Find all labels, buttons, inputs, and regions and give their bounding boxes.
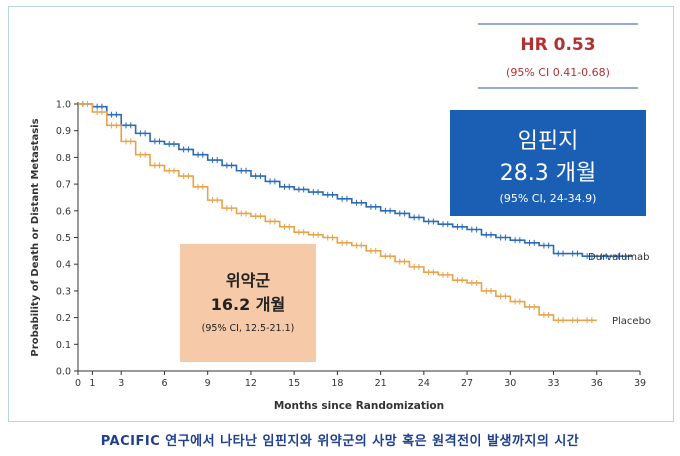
y-tick-label: 0.4 <box>56 260 71 271</box>
x-tick-label: 0 <box>75 378 81 389</box>
durva-series-label: Durvalumab <box>588 252 650 263</box>
placebo-box-title: 위약군 <box>226 271 270 290</box>
durva-box-title: 임핀지 <box>518 129 579 154</box>
x-tick-label: 36 <box>591 378 603 389</box>
x-tick-label: 27 <box>461 378 473 389</box>
x-tick-label: 3 <box>118 378 124 389</box>
placebo-median-box <box>180 244 316 362</box>
x-tick-label: 21 <box>375 378 387 389</box>
x-tick-label: 1 <box>89 378 95 389</box>
figure-caption: PACIFIC 연구에서 나타난 임핀지와 위약군의 사망 혹은 원격전이 발생… <box>100 434 580 449</box>
hr-ci-text: (95% CI 0.41-0.68) <box>506 66 610 79</box>
x-tick-label: 39 <box>634 378 646 389</box>
series-layer <box>78 101 633 324</box>
x-tick-label: 24 <box>418 378 430 389</box>
y-tick-label: 0.7 <box>56 180 71 191</box>
x-tick-label: 15 <box>288 378 300 389</box>
series-line-placebo <box>78 103 597 322</box>
y-tick-label: 0.2 <box>56 313 71 324</box>
x-tick-label: 18 <box>331 378 343 389</box>
y-tick-label: 0.1 <box>56 340 71 351</box>
placebo-series-label: Placebo <box>612 316 651 327</box>
durva-box-months: 28.3 개월 <box>500 161 596 186</box>
y-tick-label: 0.3 <box>56 286 71 297</box>
y-tick-label: 0.9 <box>56 126 71 137</box>
y-axis-title: Probability of Death or Distant Metastas… <box>30 118 41 356</box>
x-tick-label: 12 <box>245 378 257 389</box>
y-tick-label: 0.0 <box>56 367 71 378</box>
x-tick-label: 30 <box>504 378 516 389</box>
placebo-box-months: 16.2 개월 <box>211 295 286 314</box>
x-tick-label: 6 <box>161 378 167 389</box>
series-line-durvalumab <box>78 103 633 257</box>
x-tick-label: 33 <box>547 378 559 389</box>
y-tick-label: 1.0 <box>56 100 71 111</box>
placebo-box-ci: (95% CI, 12.5-21.1) <box>202 323 295 334</box>
axes: 0 1 3 6 9 12 15 18 21 24 27 30 33 36 390.00.10.20.30.4… <box>30 100 646 413</box>
y-tick-label: 0.8 <box>56 153 71 164</box>
y-tick-label: 0.6 <box>56 206 71 217</box>
hr-main-text: HR 0.53 <box>520 35 595 55</box>
x-axis-title: Months since Randomization <box>274 400 444 412</box>
durva-median-box <box>450 110 646 216</box>
y-tick-label: 0.5 <box>56 233 71 244</box>
durva-box-ci: (95% CI, 24-34.9) <box>500 192 597 205</box>
x-tick-label: 9 <box>205 378 211 389</box>
